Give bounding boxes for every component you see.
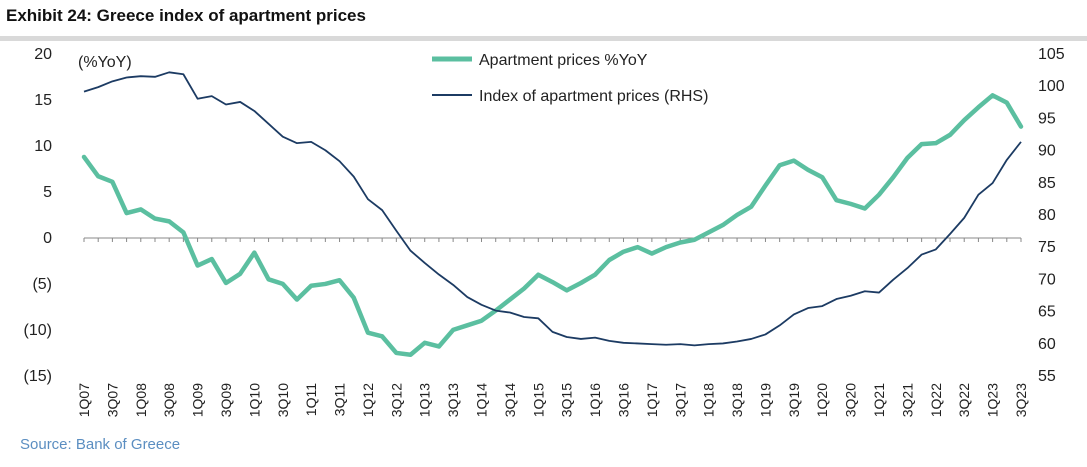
x-tick-label: 3Q10 xyxy=(275,383,291,417)
series-line-index-rhs xyxy=(83,71,1022,347)
x-tick-label: 3Q20 xyxy=(843,383,859,417)
x-tick-label: 3Q17 xyxy=(672,383,688,417)
right-tick-label: 65 xyxy=(1038,304,1056,321)
left-tick-label: 5 xyxy=(43,184,52,201)
x-tick-label: 1Q09 xyxy=(190,383,206,417)
right-tick-label: 75 xyxy=(1038,239,1056,256)
source-note: Source: Bank of Greece xyxy=(20,436,181,453)
x-tick-label: 1Q12 xyxy=(360,383,376,417)
x-tick-label: 1Q11 xyxy=(303,383,319,416)
x-tick-label: 1Q14 xyxy=(474,383,490,417)
chart-title: Exhibit 24: Greece index of apartment pr… xyxy=(6,6,366,25)
legend-label-yoy: Apartment prices %YoY xyxy=(479,52,648,69)
x-tick-label: 1Q10 xyxy=(246,383,262,417)
x-tick-label: 1Q15 xyxy=(530,383,546,417)
right-tick-label: 55 xyxy=(1038,368,1056,385)
left-tick-label: 10 xyxy=(34,138,52,155)
right-tick-label: 90 xyxy=(1038,143,1056,160)
x-tick-label: 1Q23 xyxy=(985,383,1001,417)
right-tick-label: 105 xyxy=(1038,46,1065,63)
left-tick-label: (15) xyxy=(24,368,52,385)
right-tick-label: 80 xyxy=(1038,207,1056,224)
x-tick-label: 1Q22 xyxy=(928,383,944,417)
left-tick-label: 0 xyxy=(43,230,52,247)
x-tick-label: 1Q07 xyxy=(76,383,92,417)
x-tick-label: 1Q21 xyxy=(871,383,887,417)
x-tick-label: 3Q21 xyxy=(899,383,915,417)
x-tick-label: 1Q13 xyxy=(417,383,433,417)
x-tick-label: 3Q18 xyxy=(729,383,745,417)
x-tick-label: 1Q19 xyxy=(757,383,773,417)
right-tick-label: 70 xyxy=(1038,271,1056,288)
x-tick-label: 3Q23 xyxy=(1013,383,1029,417)
x-tick-label: 3Q15 xyxy=(559,383,575,417)
right-tick-label: 100 xyxy=(1038,78,1065,95)
left-tick-label: 15 xyxy=(34,92,52,109)
x-tick-label: 3Q11 xyxy=(332,383,348,416)
right-tick-label: 85 xyxy=(1038,175,1056,192)
legend-label-index: Index of apartment prices (RHS) xyxy=(479,88,708,105)
x-tick-label: 3Q19 xyxy=(786,383,802,417)
left-tick-label: 20 xyxy=(34,46,52,63)
x-tick-label: 1Q16 xyxy=(587,383,603,417)
left-tick-label: (10) xyxy=(24,322,52,339)
x-tick-label: 3Q08 xyxy=(161,383,177,417)
x-tick-label: 1Q08 xyxy=(133,383,149,417)
x-tick-label: 1Q20 xyxy=(814,383,830,417)
x-tick-label: 1Q18 xyxy=(701,383,717,417)
x-tick-label: 3Q07 xyxy=(104,383,120,417)
series-line-apartment-prices-yoy xyxy=(81,93,1024,358)
left-tick-label: (5) xyxy=(32,276,52,293)
legend: Apartment prices %YoY Index of apartment… xyxy=(432,52,708,105)
left-axis-unit-label: (%YoY) xyxy=(78,54,132,71)
axes-group: 20151050(5)(10)(15)105100959085807570656… xyxy=(24,46,1065,417)
x-tick-label: 3Q13 xyxy=(445,383,461,417)
title-divider xyxy=(0,36,1087,41)
x-tick-label: 3Q16 xyxy=(615,383,631,417)
x-tick-label: 3Q12 xyxy=(388,383,404,417)
x-tick-label: 1Q17 xyxy=(644,383,660,417)
x-tick-label: 3Q14 xyxy=(502,383,518,417)
right-tick-label: 60 xyxy=(1038,336,1056,353)
right-tick-label: 95 xyxy=(1038,110,1056,127)
series-lines xyxy=(81,71,1024,358)
x-tick-label: 3Q09 xyxy=(218,383,234,417)
x-tick-label: 3Q22 xyxy=(956,383,972,417)
